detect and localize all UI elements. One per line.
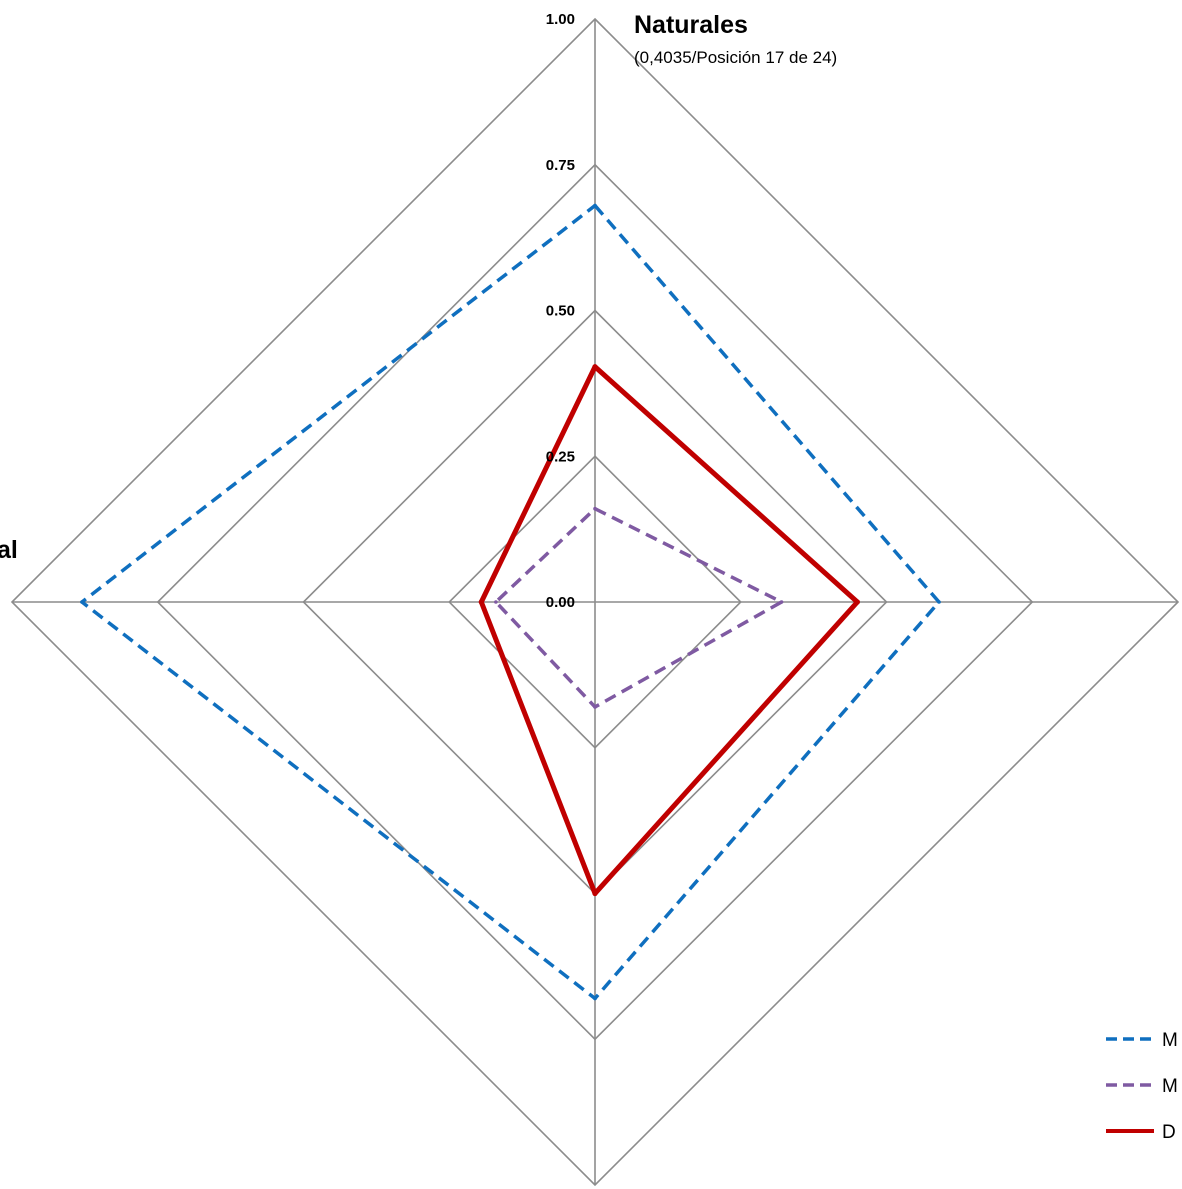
series-0-point-1 — [937, 600, 941, 604]
series-1-point-2 — [593, 705, 597, 709]
legend-label-1: M — [1162, 1076, 1178, 1097]
series-0-point-0 — [593, 203, 597, 208]
axis-title-3: al — [0, 536, 18, 564]
series-1-point-3 — [494, 600, 498, 604]
radial-tick-label-3: 0.75 — [546, 157, 575, 174]
series-1-point-0 — [593, 506, 597, 511]
legend-label-2: D — [1162, 1122, 1176, 1143]
series-1-line — [494, 506, 784, 709]
axis-title-0: Naturales — [634, 11, 748, 39]
series-2-point-1 — [854, 599, 860, 605]
series-2-point-2 — [592, 890, 598, 897]
radial-tick-label-1: 0.25 — [546, 448, 575, 465]
label-layer: 0.00 0.25 0.50 0.75 1.00 Naturales (0,4035/Pos… — [0, 11, 837, 611]
series-layer — [80, 203, 941, 1001]
radial-tick-label-2: 0.50 — [546, 303, 575, 320]
series-2-point-3 — [478, 599, 484, 605]
legend-label-0: M — [1162, 1030, 1178, 1051]
legend: M M D — [1106, 1030, 1178, 1143]
axis-subtitle-0: (0,4035/Posición 17 de 24) — [634, 48, 837, 67]
radial-tick-label-0: 0.00 — [546, 594, 575, 611]
radial-tick-label-4: 1.00 — [546, 11, 575, 28]
series-1-point-1 — [779, 600, 784, 604]
series-2-point-0 — [592, 364, 598, 370]
series-0-point-2 — [593, 996, 597, 1001]
series-0-point-3 — [80, 600, 84, 604]
grid-layer — [10, 17, 1180, 1187]
series-2-line — [478, 364, 860, 896]
